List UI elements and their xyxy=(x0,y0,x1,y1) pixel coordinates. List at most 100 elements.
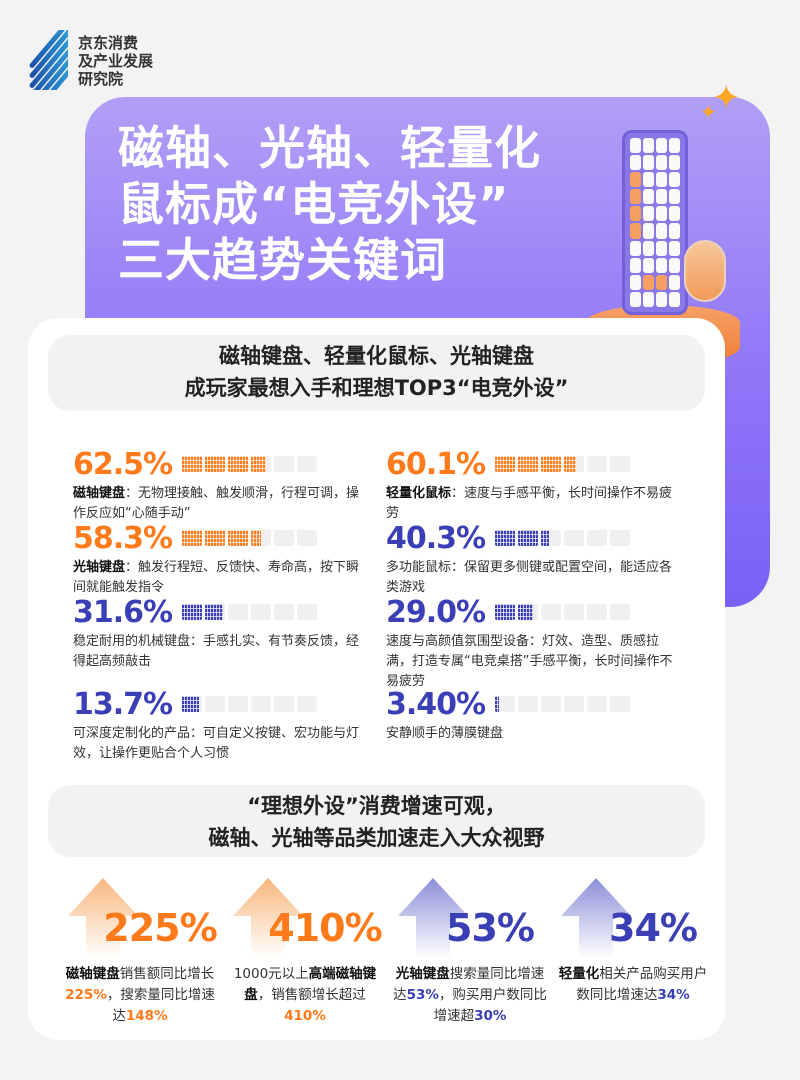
content-card: 磁轴键盘、轻量化鼠标、光轴键盘 成玩家最想入手和理想TOP3“电竞外设” 62.… xyxy=(28,318,725,1040)
stat-bar xyxy=(182,530,318,546)
stat-value: 58.3% xyxy=(73,520,173,556)
keyboard-slot-icon xyxy=(274,604,295,620)
keyboard-slot-icon xyxy=(297,456,318,472)
stat-description: 多功能鼠标：保留更多侧键或配置空间，能适应各类游戏 xyxy=(386,558,676,598)
up-arrow-icon xyxy=(68,878,138,958)
key-cap xyxy=(656,257,667,273)
growth-text-part: 53% xyxy=(406,987,439,1003)
keyboard-illustration xyxy=(622,130,688,315)
keyboard-slot-icon xyxy=(610,456,631,472)
stat-value: 40.3% xyxy=(386,520,486,556)
keyboard-slot-icon xyxy=(251,530,272,546)
key-cap xyxy=(643,189,654,205)
stat-item: 60.1% 轻量化鼠标：速度与手感平衡，长时间操作不易疲劳 xyxy=(386,446,676,524)
growth-item: 410% 1000元以上高端磁轴键盘，销售额增长超过 410% xyxy=(225,878,385,1027)
key-cap xyxy=(656,291,667,307)
keyboard-slot-icon xyxy=(297,530,318,546)
key-cap xyxy=(669,172,680,188)
stat-description: 磁轴键盘：无物理接触、触发顺滑，行程可调，操作反应如“心随手动” xyxy=(73,484,363,524)
mouse-illustration xyxy=(684,240,726,302)
keyboard-slot-icon xyxy=(228,696,249,712)
logo-stripes-icon xyxy=(28,30,68,90)
stat-text: ：无物理接触、触发顺滑，行程可调，操作反应如“心随手动” xyxy=(73,486,360,521)
key-cap xyxy=(656,155,667,171)
stat-value: 29.0% xyxy=(386,594,486,630)
stat-bar xyxy=(182,604,318,620)
stat-label: 磁轴键盘 xyxy=(73,486,126,501)
stat-item: 40.3% 多功能鼠标：保留更多侧键或配置空间，能适应各类游戏 xyxy=(386,520,676,598)
keyboard-slot-icon xyxy=(228,530,249,546)
key-cap xyxy=(669,189,680,205)
hero-title-line: 三大趋势关键词 xyxy=(118,233,447,287)
keyboard-slot-icon xyxy=(274,456,295,472)
logo: 京东消费 及产业发展 研究院 xyxy=(28,30,153,90)
heading-line: 磁轴键盘、轻量化鼠标、光轴键盘 xyxy=(219,344,534,368)
keyboard-slot-icon xyxy=(182,696,203,712)
stat-description: 光轴键盘：触发行程短、反馈快、寿命高，按下瞬间就能触发指令 xyxy=(73,558,363,598)
growth-text-part: ，销售额增长超过 xyxy=(257,987,366,1003)
stat-item: 62.5% 磁轴键盘：无物理接触、触发顺滑，行程可调，操作反应如“心随手动” xyxy=(73,446,363,524)
stat-text: ：触发行程短、反馈快、寿命高，按下瞬间就能触发指令 xyxy=(73,560,360,595)
key-cap xyxy=(656,274,667,290)
keyboard-slot-icon xyxy=(251,456,272,472)
growth-text-part: 225% xyxy=(65,987,107,1003)
up-arrow-icon xyxy=(398,878,468,958)
keyboard-slot-icon xyxy=(297,604,318,620)
stat-value: 3.40% xyxy=(386,686,486,722)
growth-text-part: ，购买用户数同比增速超 xyxy=(433,987,547,1024)
heading-line: 磁轴、光轴等品类加速走入大众视野 xyxy=(208,826,545,850)
stat-item: 3.40% 安静顺手的薄膜键盘 xyxy=(386,686,676,744)
key-cap xyxy=(656,206,667,222)
growth-text-part: 轻量化 xyxy=(558,966,600,982)
keyboard-slot-icon xyxy=(587,530,608,546)
growth-text-part: 磁轴键盘 xyxy=(65,966,120,982)
stat-bar xyxy=(495,696,631,712)
key-cap xyxy=(630,223,641,239)
stat-label: 光轴键盘 xyxy=(73,560,126,575)
logo-line: 京东消费 xyxy=(78,34,139,52)
key-cap xyxy=(630,172,641,188)
logo-line: 研究院 xyxy=(78,70,124,88)
stat-description: 稳定耐用的机械键盘：手感扎实、有节奏反馈，经得起高频敲击 xyxy=(73,632,363,672)
keyboard-slot-icon xyxy=(251,696,272,712)
key-cap xyxy=(643,240,654,256)
growth-text-part: 相关产品购买用户数同比增速达 xyxy=(576,966,708,1003)
key-cap xyxy=(630,240,641,256)
stat-description: 速度与高颜值氛围型设备：灯效、造型、质感拉满，打造专属“电竞桌搭”手感平衡，长时… xyxy=(386,632,676,692)
up-arrow-icon xyxy=(233,878,303,958)
stat-text: 多功能鼠标：保留更多侧键或配置空间，能适应各类游戏 xyxy=(386,560,673,595)
stat-bar xyxy=(182,456,318,472)
stat-bar xyxy=(495,530,631,546)
keyboard-slot-icon xyxy=(541,456,562,472)
key-cap xyxy=(669,274,680,290)
keyboard-slot-icon xyxy=(610,696,631,712)
hero-title-line: 鼠标成“电竞外设” xyxy=(118,177,510,231)
key-cap xyxy=(669,257,680,273)
key-cap xyxy=(669,240,680,256)
up-arrow-icon xyxy=(561,878,631,958)
stat-value: 62.5% xyxy=(73,446,173,482)
stat-text: 可深度定制化的产品：可自定义按键、宏功能与灯效，让操作更贴合个人习惯 xyxy=(73,726,360,761)
stat-bar xyxy=(495,604,631,620)
key-cap xyxy=(630,138,641,154)
section2-heading: “理想外设”消费增速可观， 磁轴、光轴等品类加速走入大众视野 xyxy=(48,785,705,857)
key-cap xyxy=(643,291,654,307)
key-cap xyxy=(669,223,680,239)
keyboard-slot-icon xyxy=(205,456,226,472)
growth-text-part: 34% xyxy=(657,987,690,1003)
keyboard-slot-icon xyxy=(564,456,585,472)
key-cap xyxy=(656,189,667,205)
keyboard-slot-icon xyxy=(205,604,226,620)
growth-value: 225% xyxy=(103,906,217,950)
stat-text: 速度与高颜值氛围型设备：灯效、造型、质感拉满，打造专属“电竞桌搭”手感平衡，长时… xyxy=(386,634,673,689)
growth-value: 53% xyxy=(446,906,535,950)
key-cap xyxy=(630,291,641,307)
key-cap xyxy=(656,172,667,188)
keyboard-slot-icon xyxy=(518,530,539,546)
key-cap xyxy=(630,274,641,290)
heading-line: “理想外设”消费增速可观， xyxy=(247,794,506,818)
key-cap xyxy=(630,206,641,222)
keyboard-slot-icon xyxy=(518,456,539,472)
keyboard-slot-icon xyxy=(205,530,226,546)
key-cap xyxy=(643,138,654,154)
